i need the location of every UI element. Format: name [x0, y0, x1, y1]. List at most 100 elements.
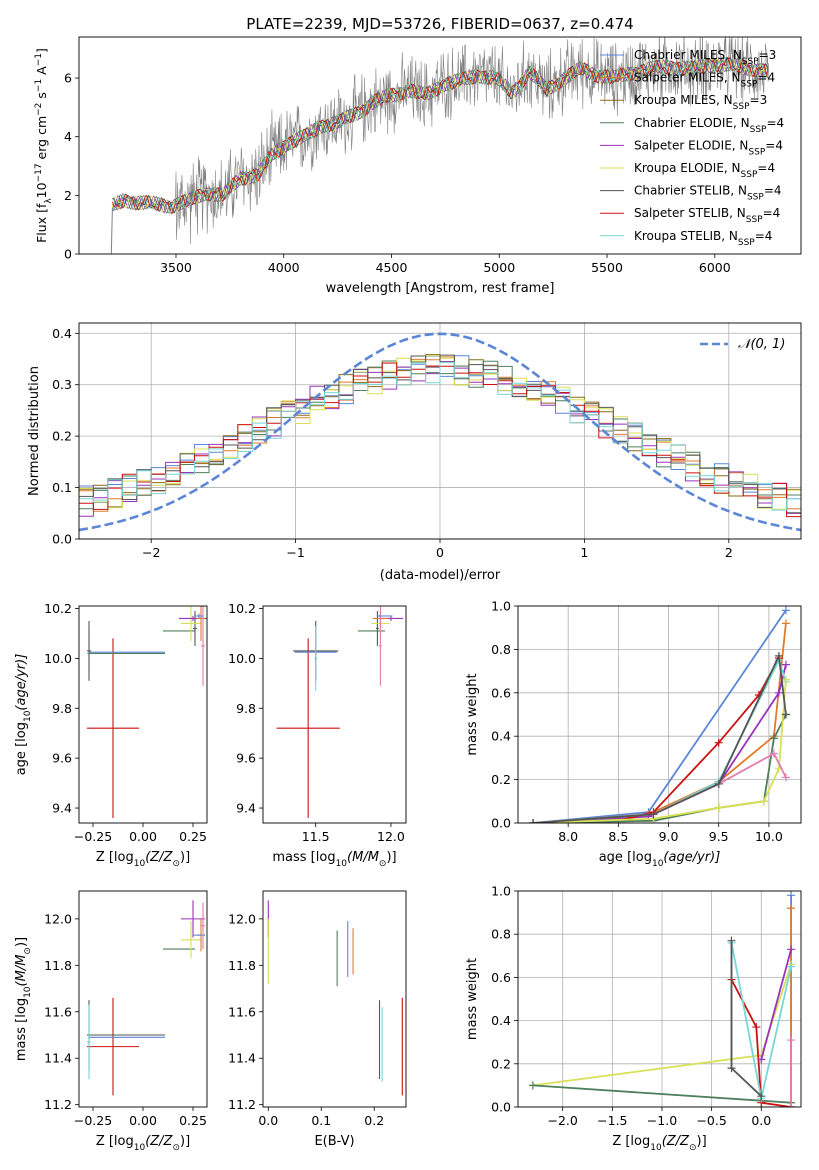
- y-axis-label-part: erg cm: [34, 116, 49, 164]
- mass_weight_vs_age-frame: [517, 605, 802, 824]
- y-tick-label: 0.4: [491, 1013, 511, 1028]
- spectrum-plot-area: [110, 37, 769, 254]
- x-axis-label-part: (Z/Z: [145, 1134, 173, 1149]
- mass-weight-marker: [769, 734, 778, 743]
- y-tick-label: 9.4: [236, 801, 256, 816]
- legend-entry-label-part: Salpeter STELIB, N: [634, 206, 746, 220]
- mass_weight_vs_age-axes: 8.0 8.5 9.0 9.5 10.0 0.0 0.2 0.4 0.6 0.8 1.0: [491, 599, 801, 844]
- legend-entry-label-part: Kroupa STELIB, N: [634, 229, 738, 243]
- y-tick-label: 11.6: [44, 1004, 72, 1019]
- x-axis-label-part: 10: [650, 1143, 662, 1153]
- x-tick-label: 0.0: [258, 1113, 278, 1128]
- legend-entry-label-part: SSP: [742, 57, 759, 67]
- legend-entry-label-part: Kroupa ELODIE, N: [634, 161, 741, 175]
- mass-weight-marker: [781, 675, 790, 684]
- legend-entry-label-part: SSP: [733, 102, 750, 112]
- y-tick-label: 0.6: [491, 970, 511, 985]
- y-axis-label-part: 10: [34, 182, 49, 198]
- mass-weight-line: [760, 949, 792, 1060]
- mass-weight-line: [533, 679, 787, 823]
- residuals-axes: −2 −1 0 1 2 0.0 0.1 0.2 0.3 0.4: [52, 323, 801, 560]
- x-tick-label: −2.0: [548, 1113, 578, 1128]
- x-tick-label: −2: [142, 545, 160, 560]
- mass-weight-marker: [727, 936, 736, 945]
- x-tick-label: 11.5: [302, 829, 330, 844]
- y-tick-label: 0.3: [52, 377, 72, 392]
- mass-weight-marker: [774, 688, 783, 697]
- mass-weight-marker: [787, 891, 796, 900]
- x-axis-label: age [log10(age/yr)]: [599, 850, 721, 869]
- y-tick-label: 0: [64, 247, 72, 262]
- mass-weight-marker: [752, 1023, 761, 1032]
- model-fit-line: [112, 56, 769, 215]
- x-axis-label-part: )]: [697, 1134, 707, 1149]
- legend-entry-label: Salpeter MILES, NSSP=4: [634, 71, 775, 90]
- y-tick-label: 11.4: [228, 1051, 256, 1066]
- legend-entry-label: Kroupa ELODIE, NSSP=4: [634, 161, 775, 180]
- y-axis-label-part: mass weight: [465, 673, 480, 755]
- x-axis-label-part: (age/yr)]: [663, 850, 720, 865]
- mass-weight-marker: [787, 962, 796, 971]
- y-axis-label-part: 10: [23, 710, 33, 722]
- age_vs_Z-axes: −0.25 0.00 0.25 9.4 9.6 9.8 10.0 10.2: [44, 601, 207, 844]
- legend-entry-label: 𝒩(0, 1): [738, 337, 785, 352]
- y-tick-label: 11.4: [44, 1051, 72, 1066]
- x-tick-label: 4000: [268, 260, 300, 275]
- mass_vs_Z-frame: [78, 890, 208, 1108]
- x-axis-label-part: ⊙: [172, 859, 180, 869]
- mass-weight-line: [533, 657, 780, 823]
- legend-entry-label-part: =3: [750, 93, 768, 107]
- y-tick-label: 11.8: [228, 958, 256, 973]
- spectrum-frame: [78, 36, 802, 255]
- y-axis-label-part: ]: [34, 48, 49, 53]
- residual-histogram-step: [79, 362, 801, 511]
- y-tick-label: 9.8: [236, 701, 256, 716]
- age_vs_Z-plot-area: [87, 606, 207, 819]
- y-tick-label: 11.6: [228, 1004, 256, 1019]
- x-tick-label: 0.00: [129, 1113, 157, 1128]
- y-axis-label-part: (age/yr)]: [14, 654, 29, 711]
- mass-weight-marker: [774, 651, 783, 660]
- y-axis-label-part: mass weight: [465, 958, 480, 1040]
- x-tick-label: 0.25: [179, 1113, 207, 1128]
- residuals-frame: [78, 322, 802, 540]
- x-tick-label: 8.0: [558, 829, 578, 844]
- x-tick-label: 4500: [376, 260, 408, 275]
- x-tick-label: 10.0: [755, 829, 783, 844]
- x-tick-label: 6000: [699, 260, 731, 275]
- x-tick-label: 2: [725, 545, 733, 560]
- y-tick-label: 0.2: [491, 772, 511, 787]
- mass-weight-marker: [787, 1036, 796, 1045]
- y-tick-label: 4: [64, 129, 72, 144]
- x-axis-label-part: age [log: [599, 850, 652, 865]
- x-tick-label: −0.5: [696, 1113, 726, 1128]
- legend-entry-label-part: SSP: [747, 193, 764, 203]
- y-tick-label: 9.4: [52, 801, 72, 816]
- x-axis-label-part: (Z/Z: [662, 1134, 690, 1149]
- legend-entry-label-part: SSP: [741, 80, 758, 90]
- mass-weight-marker: [769, 749, 778, 758]
- x-axis-label-part: 10: [134, 859, 146, 869]
- y-axis-label-part: −1: [34, 53, 44, 66]
- y-tick-label: 1.0: [491, 599, 511, 614]
- gaussian-reference-curve: [79, 332, 801, 532]
- x-axis-label-part: ⊙: [172, 1143, 180, 1153]
- x-axis-label: mass [log10(M/M⊙)]: [272, 850, 396, 869]
- y-axis-label-part: mass [log: [14, 998, 29, 1061]
- y-tick-label: 10.2: [228, 601, 256, 616]
- mass_weight_vs_Z-axes: −2.0 −1.5 −1.0 −0.5 0.0 0.0 0.2 0.4 0.6 0.8 1.0: [491, 884, 801, 1128]
- x-tick-label: 9.5: [709, 829, 729, 844]
- mass_vs_Z-axes: −0.25 0.00 0.25 11.2 11.4 11.6 11.8 12.0: [44, 911, 207, 1128]
- x-tick-label: −0.25: [74, 1113, 112, 1128]
- legend-entry-label-part: SSP: [741, 170, 758, 180]
- legend-entry-label-part: Chabrier MILES, N: [634, 48, 742, 62]
- y-tick-label: 10.0: [228, 651, 256, 666]
- residuals-plot-area: [79, 332, 801, 532]
- y-axis-label: age [log10(age/yr)]: [14, 654, 33, 776]
- legend-entry-label-part: =3: [759, 48, 777, 62]
- legend-entry-label-part: =4: [763, 206, 781, 220]
- y-tick-label: 10.2: [44, 601, 72, 616]
- y-tick-label: 10.0: [44, 651, 72, 666]
- legend-entry-label: Chabrier STELIB, NSSP=4: [634, 184, 782, 203]
